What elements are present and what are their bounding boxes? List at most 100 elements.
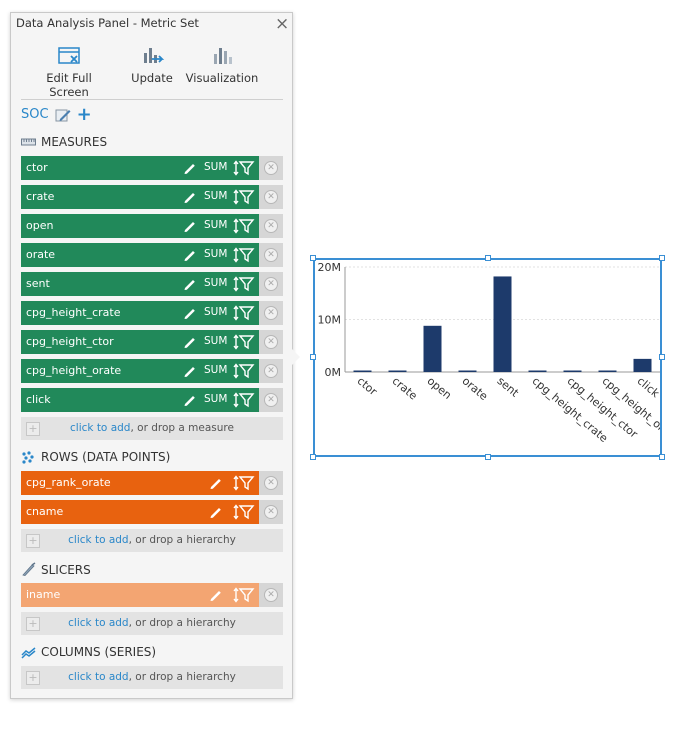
field-pill[interactable]: cpg_rank_orate [21,471,259,495]
remove-field-button[interactable]: ✕ [259,388,283,412]
sort-filter-icon[interactable] [233,504,255,524]
edit-source-icon[interactable] [55,108,71,122]
sort-filter-icon[interactable] [233,392,255,412]
sort-filter-icon[interactable] [233,363,255,383]
sort-filter-icon[interactable] [233,276,255,296]
sort-filter-icon[interactable] [233,587,255,607]
sort-filter-icon[interactable] [233,475,255,495]
measure-item[interactable]: orate SUM ✕ [21,243,283,267]
aggregation-label[interactable]: SUM [204,190,228,202]
remove-icon[interactable]: ✕ [264,306,278,320]
edit-pencil-icon[interactable] [183,277,196,293]
resize-handle-left[interactable] [310,354,316,360]
remove-icon[interactable]: ✕ [264,248,278,262]
edit-pencil-icon[interactable] [183,161,196,177]
remove-icon[interactable]: ✕ [264,505,278,519]
aggregation-label[interactable]: SUM [204,277,228,289]
remove-field-button[interactable]: ✕ [259,301,283,325]
measure-item[interactable]: cpg_height_crate SUM ✕ [21,301,283,325]
measure-item[interactable]: click SUM ✕ [21,388,283,412]
remove-icon[interactable]: ✕ [264,393,278,407]
edit-pencil-icon[interactable] [183,190,196,206]
aggregation-label[interactable]: SUM [204,219,228,231]
add-icon[interactable]: + [26,617,40,631]
remove-field-button[interactable]: ✕ [259,243,283,267]
resize-handle-right[interactable] [659,354,665,360]
close-icon[interactable]: × [275,14,290,34]
aggregation-label[interactable]: SUM [204,161,228,173]
field-pill[interactable]: orate SUM [21,243,259,267]
remove-icon[interactable]: ✕ [264,277,278,291]
resize-handle-bottom-left[interactable] [310,454,316,460]
resize-handle-bottom-right[interactable] [659,454,665,460]
sort-filter-icon[interactable] [233,189,255,209]
sort-filter-icon[interactable] [233,247,255,267]
resize-handle-top-right[interactable] [659,255,665,261]
add-icon[interactable]: + [26,671,40,685]
field-pill[interactable]: iname [21,583,259,607]
sort-filter-icon[interactable] [233,334,255,354]
columns-drop-zone[interactable]: + click to add, or drop a hierarchy [21,666,283,689]
measure-item[interactable]: sent SUM ✕ [21,272,283,296]
slicers-drop-zone[interactable]: + click to add, or drop a hierarchy [21,612,283,635]
edit-pencil-icon[interactable] [209,588,222,604]
sort-filter-icon[interactable] [233,218,255,238]
visualization-button[interactable]: Visualization [184,45,260,85]
edit-full-screen-button[interactable]: Edit Full Screen [26,45,112,99]
aggregation-label[interactable]: SUM [204,306,228,318]
remove-icon[interactable]: ✕ [264,219,278,233]
slicer-item[interactable]: iname ✕ [21,583,283,607]
edit-pencil-icon[interactable] [183,248,196,264]
edit-pencil-icon[interactable] [209,505,222,521]
remove-icon[interactable]: ✕ [264,364,278,378]
field-pill[interactable]: click SUM [21,388,259,412]
remove-icon[interactable]: ✕ [264,335,278,349]
edit-pencil-icon[interactable] [183,393,196,409]
sort-filter-icon[interactable] [233,160,255,180]
field-pill[interactable]: sent SUM [21,272,259,296]
measure-item[interactable]: cpg_height_ctor SUM ✕ [21,330,283,354]
measure-drop-zone[interactable]: + click to add, or drop a measure [21,417,283,440]
field-pill[interactable]: crate SUM [21,185,259,209]
remove-field-button[interactable]: ✕ [259,272,283,296]
remove-field-button[interactable]: ✕ [259,156,283,180]
field-pill[interactable]: cpg_height_orate SUM [21,359,259,383]
update-button[interactable]: Update [124,45,180,85]
resize-handle-top-left[interactable] [310,255,316,261]
source-name[interactable]: SOC [21,107,49,122]
aggregation-label[interactable]: SUM [204,364,228,376]
sort-filter-icon[interactable] [233,305,255,325]
chart-container[interactable]: 0M 10M 20M ctor crate open orate sent cpg_height… [313,258,662,457]
add-icon[interactable]: + [26,422,40,436]
remove-icon[interactable]: ✕ [264,476,278,490]
field-pill[interactable]: cname [21,500,259,524]
field-pill[interactable]: open SUM [21,214,259,238]
resize-handle-bottom[interactable] [485,454,491,460]
edit-pencil-icon[interactable] [183,364,196,380]
row-item[interactable]: cname ✕ [21,500,283,524]
add-icon[interactable]: + [26,534,40,548]
edit-pencil-icon[interactable] [209,476,222,492]
measure-item[interactable]: cpg_height_orate SUM ✕ [21,359,283,383]
add-slicer-link[interactable]: click to add [68,617,129,629]
measure-item[interactable]: open SUM ✕ [21,214,283,238]
remove-field-button[interactable]: ✕ [259,359,283,383]
field-pill[interactable]: cpg_height_ctor SUM [21,330,259,354]
remove-field-button[interactable]: ✕ [259,330,283,354]
remove-field-button[interactable]: ✕ [259,583,283,607]
edit-pencil-icon[interactable] [183,306,196,322]
add-row-link[interactable]: click to add [68,534,129,546]
measure-item[interactable]: ctor SUM ✕ [21,156,283,180]
field-pill[interactable]: ctor SUM [21,156,259,180]
measure-item[interactable]: crate SUM ✕ [21,185,283,209]
remove-icon[interactable]: ✕ [264,588,278,602]
aggregation-label[interactable]: SUM [204,248,228,260]
edit-pencil-icon[interactable] [183,219,196,235]
aggregation-label[interactable]: SUM [204,335,228,347]
remove-icon[interactable]: ✕ [264,161,278,175]
resize-handle-top[interactable] [485,255,491,261]
field-pill[interactable]: cpg_height_crate SUM [21,301,259,325]
remove-field-button[interactable]: ✕ [259,500,283,524]
add-source-icon[interactable]: + [76,103,92,125]
remove-field-button[interactable]: ✕ [259,214,283,238]
